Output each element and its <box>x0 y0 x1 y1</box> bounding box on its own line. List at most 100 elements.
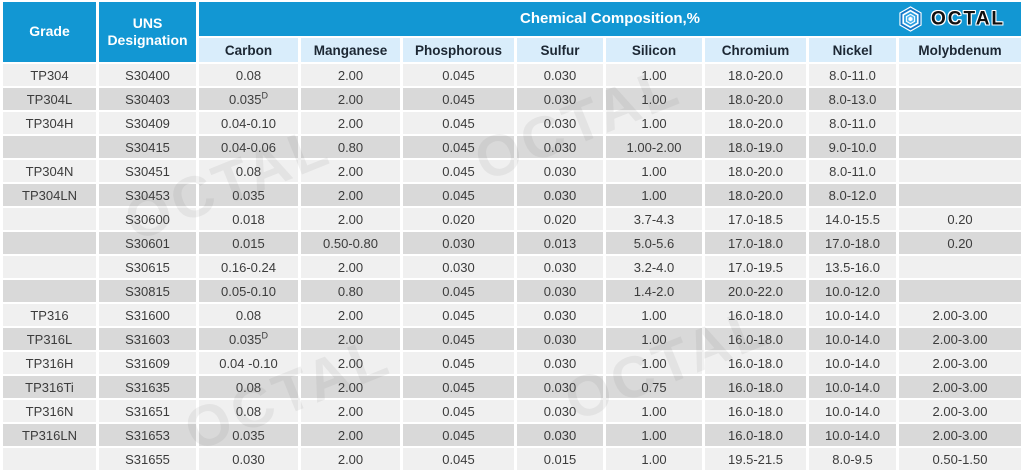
octal-logo: OCTAL <box>897 6 1005 33</box>
value-cell: 0.035D <box>199 328 298 350</box>
value-cell: 18.0-20.0 <box>705 88 806 110</box>
value-cell: 0.018 <box>199 208 298 230</box>
value-cell: 0.045 <box>403 400 514 422</box>
element-column-header: Manganese <box>301 38 400 62</box>
grade-cell: TP316 <box>3 304 96 326</box>
uns-cell: S30601 <box>99 232 196 254</box>
value-cell: 2.00-3.00 <box>899 400 1022 422</box>
value-cell: 1.00 <box>606 64 702 86</box>
table-row: S30600 0.018 2.00 0.020 0.020 3.7-4.3 17.0-18.… <box>3 208 1022 230</box>
element-column-header: Molybdenum <box>899 38 1022 62</box>
value-cell: 2.00 <box>301 256 400 278</box>
value-cell: 2.00 <box>301 400 400 422</box>
value-cell: 1.00 <box>606 112 702 134</box>
uns-cell: S31655 <box>99 448 196 470</box>
value-cell: 2.00 <box>301 304 400 326</box>
value-cell: 2.00 <box>301 88 400 110</box>
value-cell: 10.0-14.0 <box>809 352 896 374</box>
value-cell: 10.0-14.0 <box>809 400 896 422</box>
value-cell: 0.045 <box>403 160 514 182</box>
element-column-header: Nickel <box>809 38 896 62</box>
value-cell: 0.045 <box>403 280 514 302</box>
grade-cell: TP316H <box>3 352 96 374</box>
value-cell: 16.0-18.0 <box>705 424 806 446</box>
value-cell: 1.00 <box>606 424 702 446</box>
uns-cell: S30403 <box>99 88 196 110</box>
value-cell: 0.75 <box>606 376 702 398</box>
grade-cell: TP304N <box>3 160 96 182</box>
value-cell: 2.00 <box>301 448 400 470</box>
value-cell: 0.020 <box>403 208 514 230</box>
value-cell: 0.030 <box>517 304 603 326</box>
value-cell: 0.030 <box>517 328 603 350</box>
table-row: S30601 0.015 0.50-0.80 0.030 0.013 5.0-5.6 17.… <box>3 232 1022 254</box>
table-row: TP316H S31609 0.04 -0.10 2.00 0.045 0.030 1.00… <box>3 352 1022 374</box>
grade-cell <box>3 448 96 470</box>
value-cell: 17.0-18.0 <box>809 232 896 254</box>
value-cell: 8.0-11.0 <box>809 64 896 86</box>
value-cell: 0.030 <box>517 64 603 86</box>
value-cell: 10.0-14.0 <box>809 328 896 350</box>
grade-cell <box>3 232 96 254</box>
uns-cell: S30815 <box>99 280 196 302</box>
uns-cell: S30409 <box>99 112 196 134</box>
value-cell: 2.00-3.00 <box>899 376 1022 398</box>
value-cell: 0.20 <box>899 208 1022 230</box>
value-cell: 0.030 <box>517 256 603 278</box>
table-row: TP316 S31600 0.08 2.00 0.045 0.030 1.00 16.0-18… <box>3 304 1022 326</box>
value-cell: 0.013 <box>517 232 603 254</box>
value-cell <box>899 64 1022 86</box>
value-cell: 0.045 <box>403 136 514 158</box>
value-cell: 16.0-18.0 <box>705 304 806 326</box>
value-cell: 0.045 <box>403 352 514 374</box>
value-cell: 0.035 <box>199 184 298 206</box>
value-cell: 1.00 <box>606 88 702 110</box>
value-cell: 0.030 <box>517 352 603 374</box>
value-cell: 14.0-15.5 <box>809 208 896 230</box>
uns-cell: S31600 <box>99 304 196 326</box>
element-header-row: Carbon Manganese Phosphorous Sulfur Silicon C… <box>3 38 1022 62</box>
uns-cell: S31653 <box>99 424 196 446</box>
uns-cell: S30451 <box>99 160 196 182</box>
value-cell: 0.030 <box>517 160 603 182</box>
value-cell: 0.030 <box>517 424 603 446</box>
grade-cell: TP316LN <box>3 424 96 446</box>
value-cell: 0.030 <box>403 256 514 278</box>
value-cell <box>899 112 1022 134</box>
value-cell: 2.00 <box>301 160 400 182</box>
grade-cell <box>3 208 96 230</box>
value-cell: 2.00 <box>301 64 400 86</box>
value-cell: 0.030 <box>517 136 603 158</box>
value-cell: 1.00 <box>606 400 702 422</box>
value-cell <box>899 256 1022 278</box>
value-cell: 0.045 <box>403 112 514 134</box>
value-cell: 17.0-19.5 <box>705 256 806 278</box>
value-cell: 0.16-0.24 <box>199 256 298 278</box>
value-cell: 8.0-13.0 <box>809 88 896 110</box>
value-cell: 0.030 <box>517 280 603 302</box>
value-cell: 0.045 <box>403 376 514 398</box>
value-cell: 10.0-14.0 <box>809 424 896 446</box>
grade-cell: TP316L <box>3 328 96 350</box>
uns-cell: S31651 <box>99 400 196 422</box>
table-row: S31655 0.030 2.00 0.045 0.015 1.00 19.5-21.5 8.… <box>3 448 1022 470</box>
uns-designation-column-header: UNS Designation <box>99 2 196 62</box>
value-cell: 5.0-5.6 <box>606 232 702 254</box>
octal-logo-text: OCTAL <box>931 8 1006 30</box>
value-cell: 10.0-14.0 <box>809 304 896 326</box>
element-column-header: Sulfur <box>517 38 603 62</box>
value-cell: 0.08 <box>199 376 298 398</box>
value-cell: 0.04-0.06 <box>199 136 298 158</box>
value-cell: 2.00 <box>301 376 400 398</box>
value-cell: 0.80 <box>301 280 400 302</box>
value-cell: 0.030 <box>517 88 603 110</box>
value-cell: 1.00 <box>606 160 702 182</box>
value-cell: 0.08 <box>199 304 298 326</box>
value-cell: 0.04 -0.10 <box>199 352 298 374</box>
value-cell: 1.00 <box>606 352 702 374</box>
value-cell: 1.4-2.0 <box>606 280 702 302</box>
table-row: TP304 S30400 0.08 2.00 0.045 0.030 1.00 18.0-20… <box>3 64 1022 86</box>
value-cell: 3.7-4.3 <box>606 208 702 230</box>
value-cell: 0.045 <box>403 448 514 470</box>
